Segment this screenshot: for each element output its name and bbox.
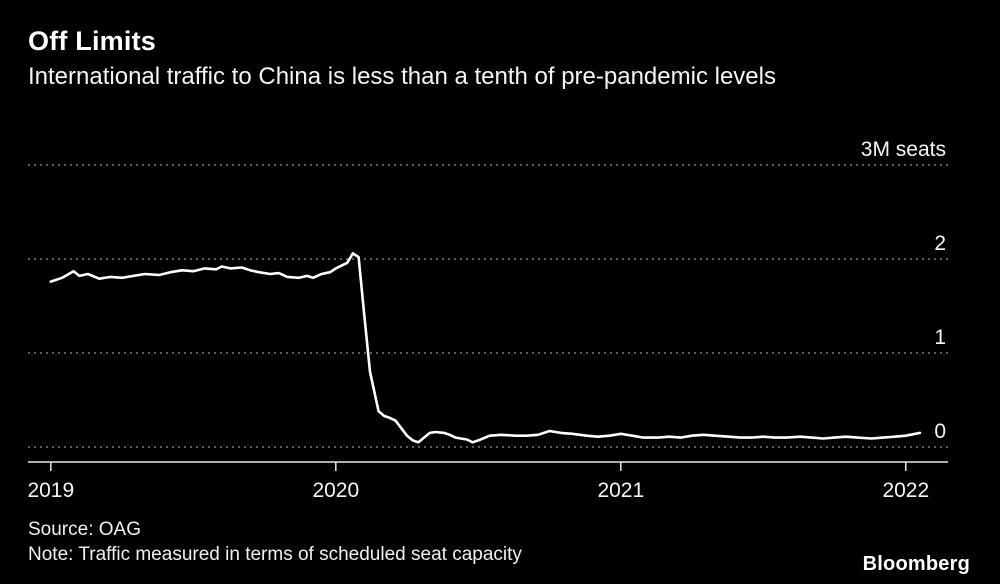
x-tick-label: 2019: [27, 479, 74, 502]
x-tick-label: 2021: [597, 479, 644, 502]
y-tick-label: 0: [934, 420, 946, 443]
methodology-note: Note: Traffic measured in terms of sched…: [28, 544, 522, 565]
source-note: Source: OAG: [28, 519, 141, 540]
chart-title: Off Limits: [28, 26, 156, 56]
data-line: [49, 252, 922, 444]
bloomberg-logo: Bloomberg: [862, 553, 970, 575]
y-tick-label: 1: [934, 326, 946, 349]
x-tick-label: 2020: [312, 479, 359, 502]
chart-subtitle: International traffic to China is less t…: [28, 63, 776, 91]
x-tick-label: 2022: [882, 479, 929, 502]
chart-footer: Source: OAG Note: Traffic measured in te…: [28, 517, 522, 567]
chart-header: Off Limits International traffic to Chin…: [28, 26, 972, 92]
y-tick-label: 3M seats: [861, 138, 946, 161]
y-tick-label: 2: [934, 232, 946, 255]
